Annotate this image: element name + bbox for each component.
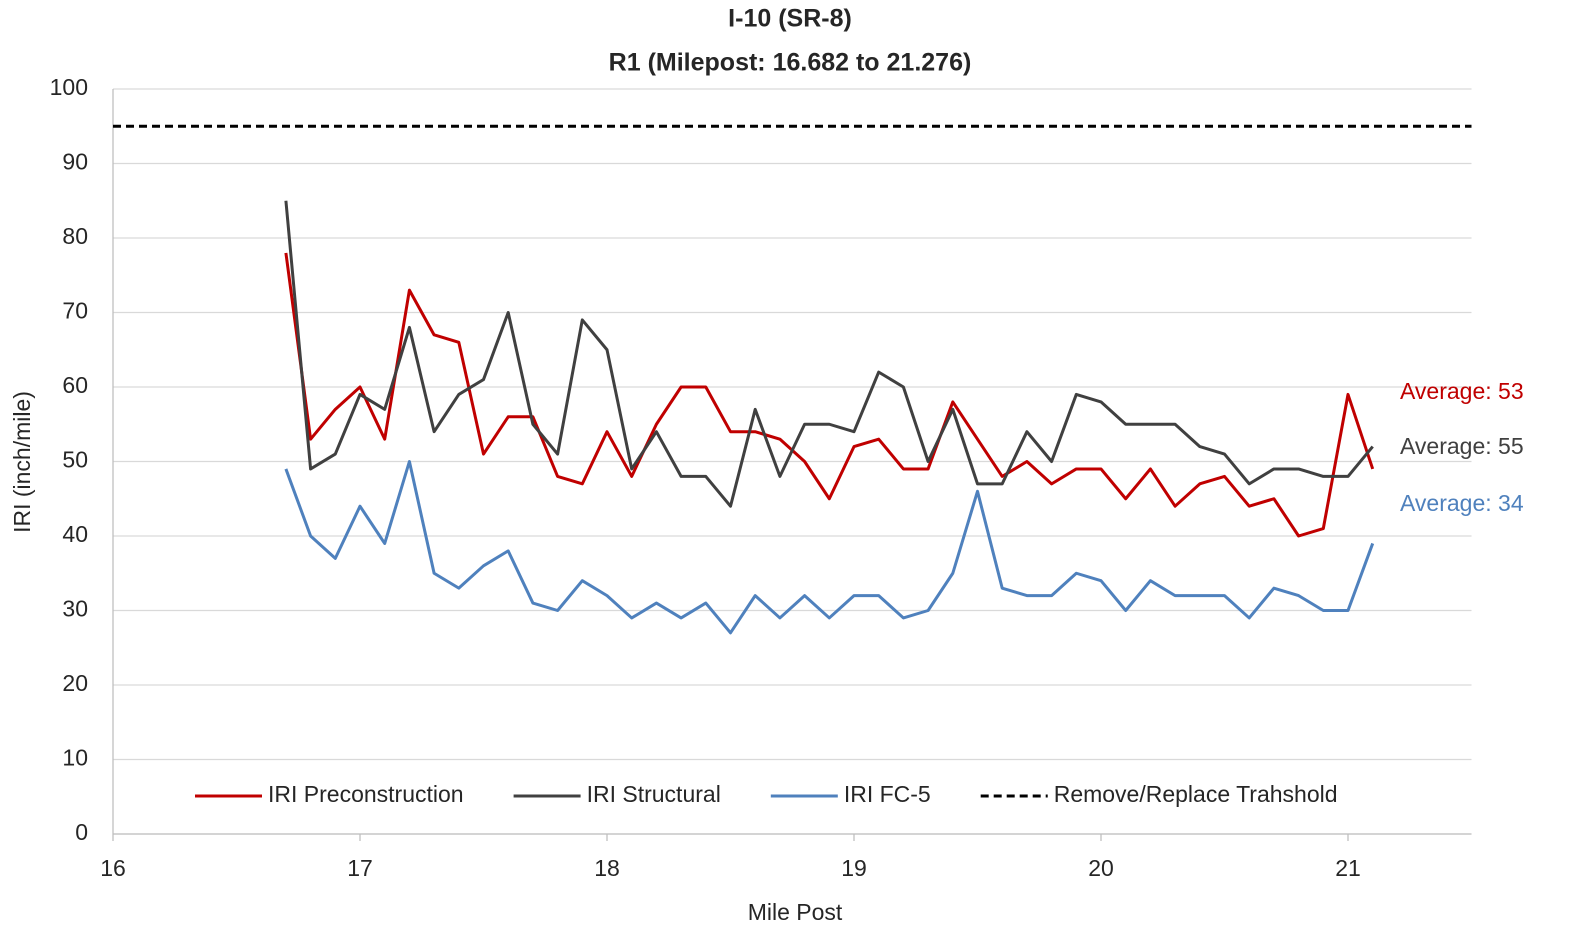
annotation: Average: 53 — [1400, 378, 1524, 404]
y-tick-label: 100 — [50, 74, 88, 100]
y-tick-label: 40 — [62, 521, 88, 547]
x-tick-label: 18 — [594, 855, 620, 881]
y-tick-label: 70 — [62, 298, 88, 324]
legend-label: IRI Preconstruction — [268, 781, 464, 807]
annotation: Average: 34 — [1400, 490, 1524, 516]
y-tick-label: 90 — [62, 149, 88, 175]
legend-label: IRI Structural — [587, 781, 721, 807]
x-tick-label: 19 — [841, 855, 867, 881]
x-axis-label: Mile Post — [748, 899, 843, 925]
y-tick-label: 50 — [62, 447, 88, 473]
x-tick-label: 16 — [100, 855, 126, 881]
y-axis-label: IRI (inch/mile) — [9, 391, 35, 533]
series-line — [284, 460, 1375, 635]
legend-label: Remove/Replace Trahshold — [1054, 781, 1338, 807]
y-tick-label: 80 — [62, 223, 88, 249]
x-tick-label: 17 — [347, 855, 373, 881]
y-tick-label: 30 — [62, 596, 88, 622]
x-tick-label: 21 — [1335, 855, 1361, 881]
legend-label: IRI FC-5 — [844, 781, 931, 807]
x-tick-label: 20 — [1088, 855, 1114, 881]
y-tick-label: 0 — [75, 819, 88, 845]
y-tick-label: 60 — [62, 372, 88, 398]
chart-subtitle: R1 (Milepost: 16.682 to 21.276) — [609, 49, 972, 77]
chart-title: I-10 (SR-8) — [728, 5, 852, 33]
series-line — [284, 252, 1375, 538]
y-tick-label: 20 — [62, 670, 88, 696]
annotation: Average: 55 — [1400, 433, 1524, 459]
y-tick-label: 10 — [62, 745, 88, 771]
series-line — [284, 200, 1374, 508]
